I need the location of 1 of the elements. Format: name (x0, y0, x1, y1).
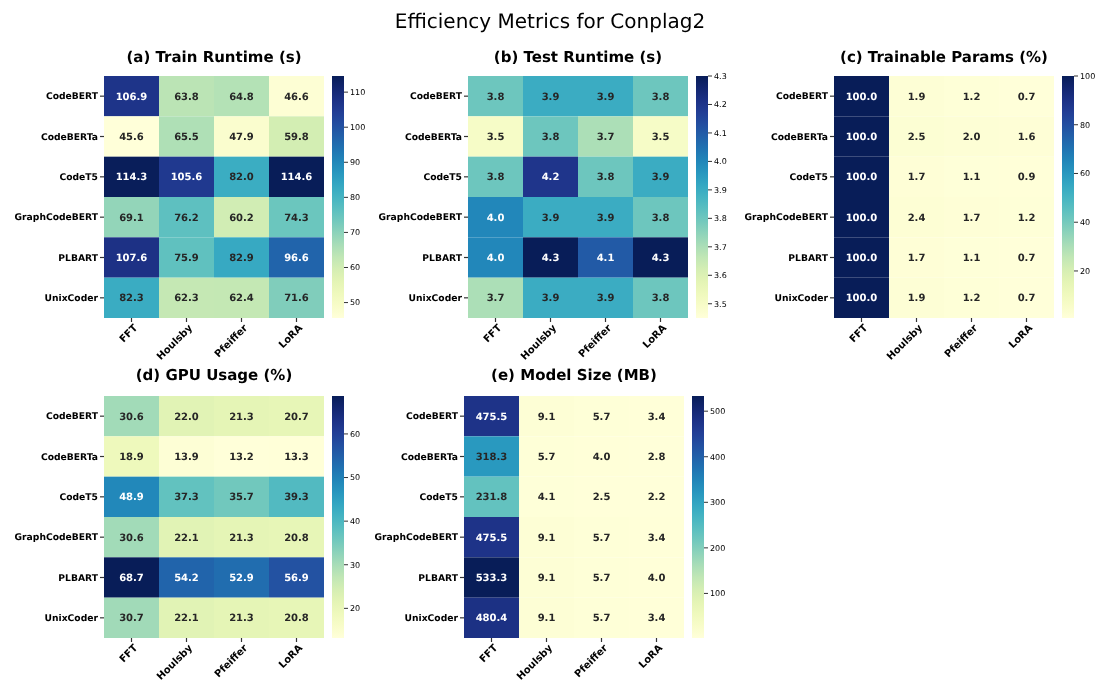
text: Efficiency Metrics for Conplag2 (394, 12, 706, 34)
